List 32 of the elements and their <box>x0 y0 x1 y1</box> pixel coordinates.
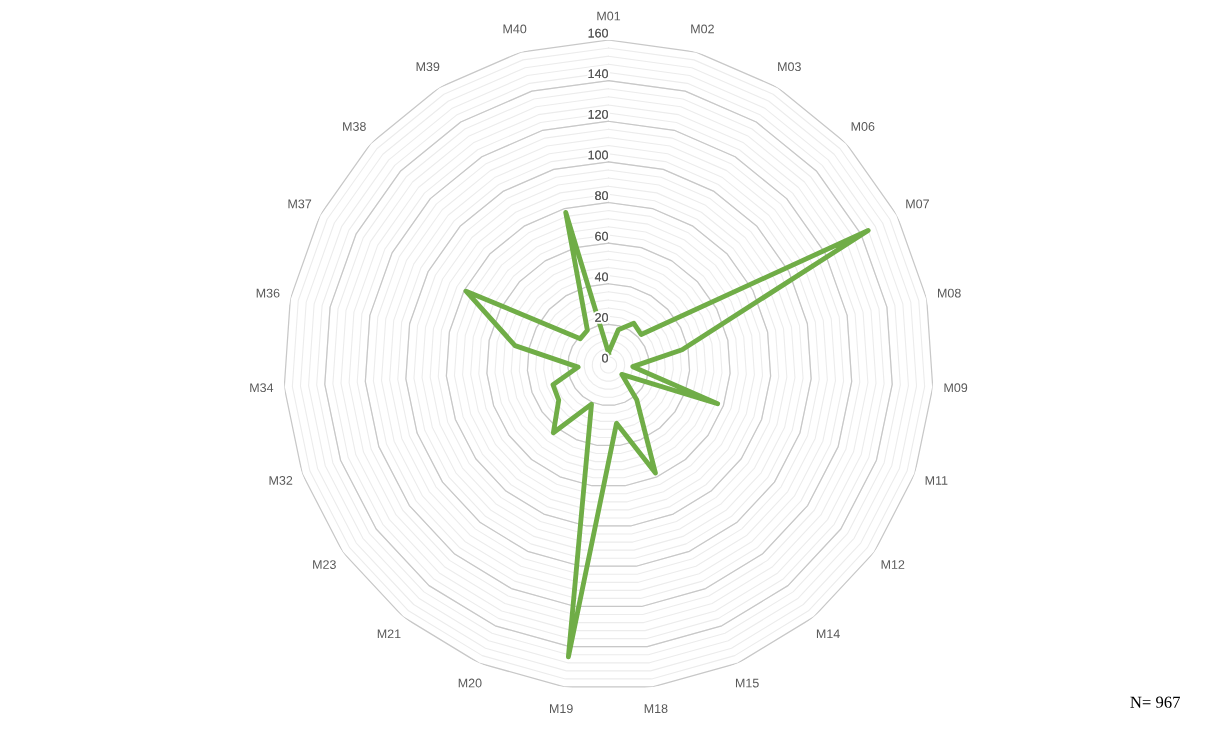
y-tick-label: 40 <box>594 272 609 282</box>
spoke-label: M11 <box>925 476 948 485</box>
spoke-label: M02 <box>691 24 714 34</box>
y-tick-label: 100 <box>588 150 609 160</box>
spoke-label: M32 <box>269 476 293 485</box>
spoke-label: M12 <box>881 560 905 569</box>
y-tick-label: 120 <box>588 109 609 119</box>
y-tick-label: 80 <box>595 191 609 201</box>
y-tick-label: 0 <box>602 353 609 363</box>
y-tick-label: 60 <box>595 231 609 241</box>
spoke-label: M08 <box>938 288 961 298</box>
spoke-label: M07 <box>906 199 929 209</box>
spoke-label: M09 <box>944 383 968 393</box>
spoke-label: M38 <box>343 122 366 131</box>
y-tick-label: 160 <box>588 28 609 38</box>
spoke-label: M14 <box>816 629 840 639</box>
spoke-label: M03 <box>778 62 801 72</box>
spoke-label: M19 <box>549 704 573 714</box>
spoke-label: M06 <box>851 122 875 131</box>
y-tick-label: 140 <box>588 69 609 79</box>
spoke-label: M40 <box>503 24 527 34</box>
spoke-label: M18 <box>644 704 668 714</box>
text: N= 967 <box>1130 696 1181 708</box>
spoke-label: M39 <box>416 62 440 72</box>
spoke-label: M34 <box>250 383 274 393</box>
spoke-label: M23 <box>313 560 336 569</box>
spoke-label: M20 <box>458 678 482 688</box>
spoke-label: M36 <box>256 288 280 298</box>
spoke-label: M15 <box>735 678 759 688</box>
spoke-label: M01 <box>597 11 621 21</box>
spoke-label: M37 <box>288 199 312 209</box>
spoke-label: M21 <box>377 629 401 639</box>
